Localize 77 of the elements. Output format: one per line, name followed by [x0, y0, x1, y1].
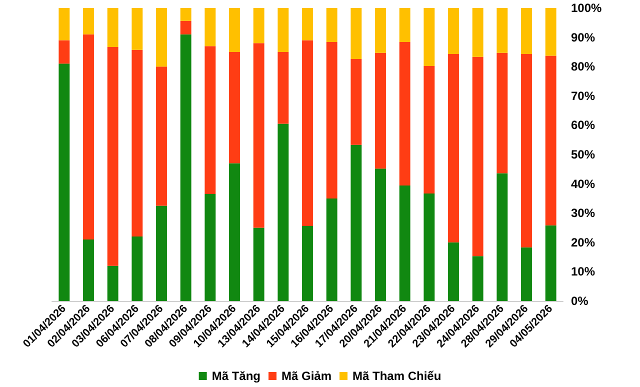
bar [107, 8, 118, 47]
bar [375, 52, 386, 169]
bar [350, 58, 362, 145]
bar [229, 8, 240, 52]
bar [424, 8, 435, 66]
bar [302, 226, 313, 301]
bar [180, 8, 192, 21]
bar [58, 8, 70, 40]
y-tick-label: 60% [571, 118, 596, 132]
bar [399, 186, 410, 301]
bar [83, 34, 94, 240]
bar [326, 8, 338, 42]
bar [545, 8, 556, 56]
y-tick-label: 50% [571, 148, 596, 162]
bar [83, 8, 94, 34]
bar [180, 20, 192, 34]
bar [545, 225, 556, 301]
bar [204, 8, 216, 46]
bar [424, 66, 435, 194]
bar [156, 66, 167, 206]
y-tick-label: 10% [571, 264, 596, 279]
bar [302, 8, 313, 40]
bar [132, 50, 143, 237]
y-tick-label: 100% [571, 1, 602, 15]
bar [496, 8, 508, 53]
bar [278, 8, 289, 52]
y-tick-label: 0% [571, 294, 589, 308]
bar [375, 8, 386, 53]
bar [204, 46, 216, 194]
bar [107, 46, 118, 266]
bar [156, 206, 167, 301]
bar [204, 194, 216, 301]
bar [253, 228, 264, 301]
legend-label: Mã Giảm [281, 369, 332, 383]
bar [521, 247, 532, 301]
bar [58, 64, 70, 301]
y-tick-label: 70% [571, 88, 596, 103]
y-tick-label: 90% [571, 30, 596, 44]
y-tick-label: 30% [571, 206, 596, 220]
bar [253, 43, 264, 228]
bar [472, 8, 484, 57]
bar [448, 54, 459, 242]
legend-label: Mã Tăng [212, 369, 260, 383]
bar [278, 124, 289, 301]
bar [326, 42, 338, 198]
bar [132, 236, 143, 301]
bar [375, 168, 386, 301]
bar [302, 40, 313, 226]
bar [326, 198, 338, 301]
bar [180, 34, 192, 301]
y-tick-label: 40% [571, 176, 596, 191]
bar [107, 266, 118, 301]
bar [132, 8, 143, 50]
legend-label: Mã Tham Chiếu [352, 369, 442, 383]
bar [350, 144, 362, 301]
bar [496, 173, 508, 301]
bar [472, 56, 484, 256]
bar [58, 40, 70, 64]
bar [83, 239, 94, 301]
bar [521, 8, 532, 54]
bar [229, 52, 240, 164]
bar [253, 8, 264, 44]
bar [472, 256, 484, 301]
y-tick-label: 20% [571, 235, 596, 250]
bar [424, 193, 435, 301]
bar [399, 8, 410, 42]
bar [350, 8, 362, 59]
bar [448, 242, 459, 301]
bar [278, 52, 289, 124]
bar [496, 52, 508, 174]
bar [229, 163, 240, 301]
bar [448, 8, 459, 54]
bar [521, 54, 532, 248]
bar [156, 8, 167, 67]
bar [545, 56, 556, 226]
bar [399, 42, 410, 186]
y-tick-label: 80% [571, 60, 596, 74]
